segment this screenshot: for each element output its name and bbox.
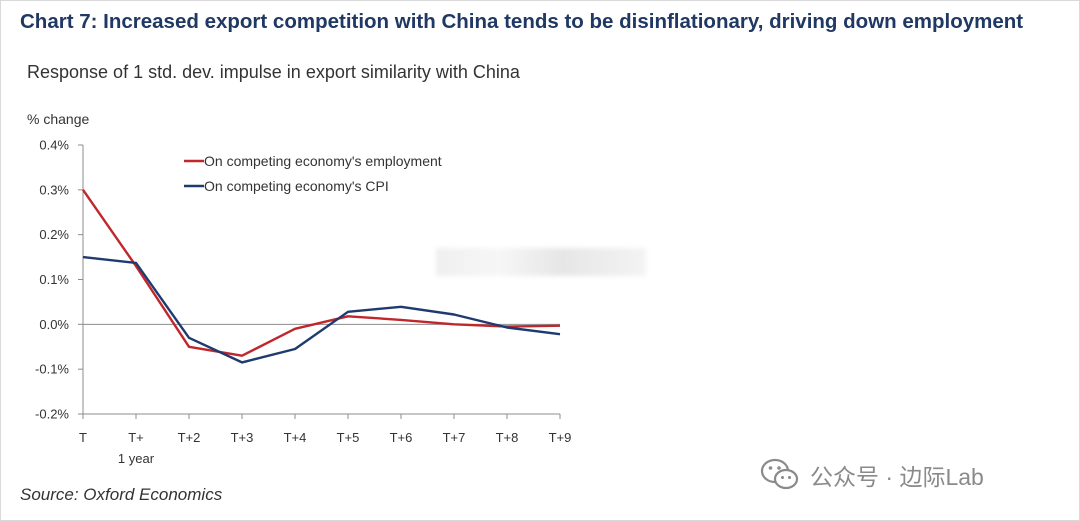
- x-tick-label: T+8: [496, 430, 519, 445]
- y-tick-label: 0.3%: [39, 182, 69, 197]
- series-line-employment: [82, 189, 561, 357]
- legend-label: On competing economy's CPI: [204, 178, 389, 194]
- y-tick-label: 0.4%: [39, 138, 69, 153]
- y-tick-label: 0.2%: [39, 227, 69, 242]
- chart-title: Chart 7: Increased export competition wi…: [20, 10, 1024, 33]
- source-note: Source: Oxford Economics: [20, 485, 223, 504]
- chart-legend: On competing economy's employment On comp…: [184, 153, 442, 194]
- x-tick-label: T+: [128, 430, 144, 445]
- legend-label: On competing economy's employment: [204, 153, 442, 169]
- chart-axes: 0.4% 0.3% 0.2% 0.1% 0.0% -0.1% -0.2% T T+ 1 year T…: [35, 138, 571, 467]
- y-tick-label: -0.2%: [35, 407, 69, 422]
- y-tick-label: -0.1%: [35, 362, 69, 377]
- wechat-icon: [760, 458, 799, 490]
- x-tick-label: T+2: [178, 430, 201, 445]
- watermark-text: 公众号 · 边际Lab: [810, 464, 984, 490]
- x-tick-label: T+6: [390, 430, 413, 445]
- series-line-cpi: [82, 255, 561, 364]
- watermark: 公众号 · 边际Lab: [760, 458, 984, 492]
- x-tick-label: T+5: [337, 430, 360, 445]
- x-tick-label: T: [79, 430, 87, 445]
- x-tick-label: T+9: [549, 430, 572, 445]
- chart-subtitle: Response of 1 std. dev. impulse in expor…: [27, 62, 520, 82]
- chart-series: [82, 189, 561, 364]
- x-tick-label: T+4: [284, 430, 307, 445]
- y-tick-label: 0.1%: [39, 272, 69, 287]
- x-tick-label-line2: 1 year: [118, 451, 155, 466]
- x-tick-label: T+3: [231, 430, 254, 445]
- y-axis-unit: % change: [27, 111, 90, 127]
- blurred-overlay: [436, 248, 646, 276]
- x-tick-label: T+7: [443, 430, 466, 445]
- y-tick-label: 0.0%: [39, 317, 69, 332]
